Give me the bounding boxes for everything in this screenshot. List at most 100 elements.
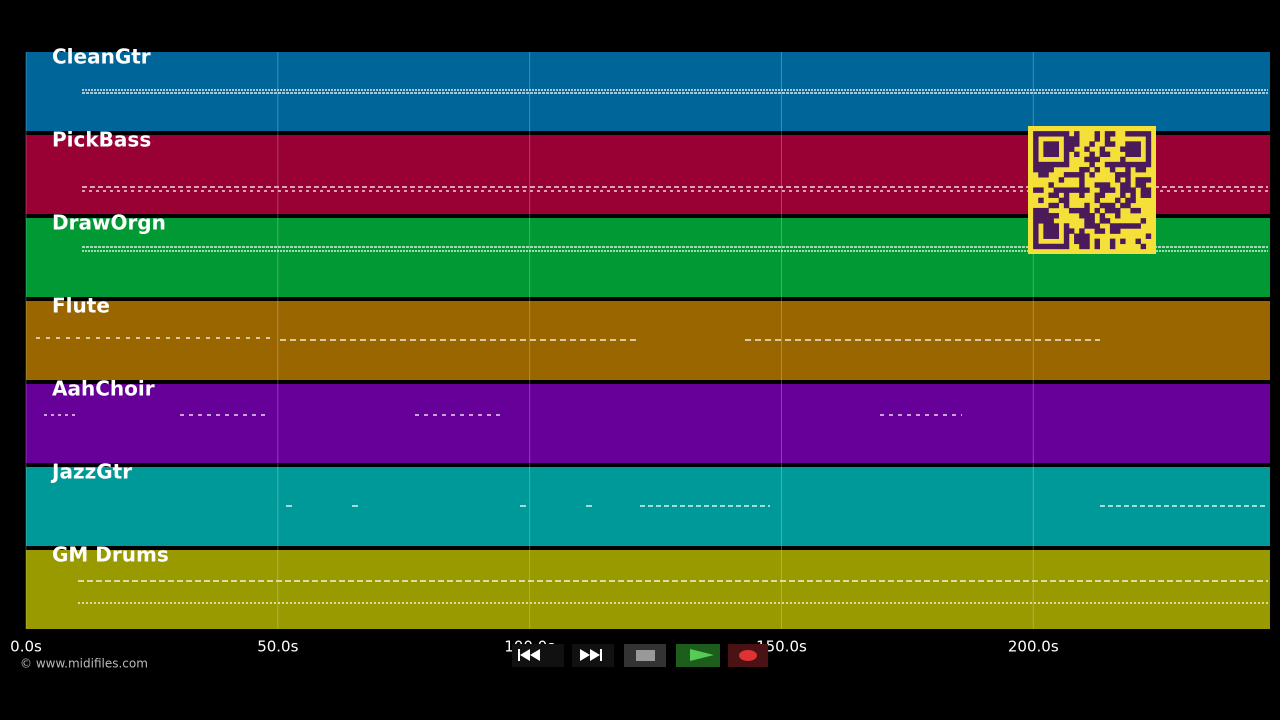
qr-module xyxy=(1033,207,1039,214)
qr-module xyxy=(1068,207,1075,214)
qr-module xyxy=(1125,166,1131,173)
qr-module xyxy=(1079,243,1085,250)
qr-module xyxy=(1109,131,1116,137)
track-name: GM Drums xyxy=(52,543,169,567)
qr-module xyxy=(1109,141,1116,147)
qr-module xyxy=(1053,131,1060,137)
qr-module xyxy=(1063,243,1070,250)
qr-module xyxy=(1038,213,1044,219)
qr-module xyxy=(1043,131,1049,137)
qr-module xyxy=(1043,223,1049,229)
qr-module xyxy=(1053,146,1060,152)
qr-module xyxy=(1053,192,1060,198)
qr-module xyxy=(1084,156,1090,163)
qr-module xyxy=(1043,213,1049,219)
time-tick-label: 0.0s xyxy=(10,638,42,656)
qr-module xyxy=(1063,141,1070,147)
qr-module xyxy=(1104,131,1111,137)
qr-module xyxy=(1063,187,1070,193)
qr-module xyxy=(1089,218,1095,224)
qr-module xyxy=(1094,192,1100,198)
qr-module xyxy=(1043,243,1049,250)
qr-module xyxy=(1074,207,1080,214)
qr-module xyxy=(1135,131,1141,137)
qr-module xyxy=(1048,228,1054,234)
qr-module xyxy=(1125,202,1131,209)
qr-module xyxy=(1063,146,1070,152)
qr-module xyxy=(1079,213,1085,219)
qr-module xyxy=(1074,187,1080,193)
qr-module xyxy=(1099,151,1106,158)
qr-module xyxy=(1048,141,1054,147)
qr-module xyxy=(1048,151,1054,158)
qr-module xyxy=(1033,136,1039,142)
qr-module xyxy=(1120,161,1126,168)
qr-module xyxy=(1135,223,1141,229)
qr-module xyxy=(1033,238,1039,245)
qr-module xyxy=(1038,207,1044,214)
qr-module xyxy=(1094,207,1100,214)
qr-module xyxy=(1038,161,1044,168)
qr-module xyxy=(1043,161,1049,168)
qr-module xyxy=(1058,161,1065,168)
qr-module xyxy=(1074,233,1080,239)
qr-code xyxy=(1028,126,1156,254)
qr-module xyxy=(1043,141,1049,147)
qr-module xyxy=(1063,172,1070,178)
qr-module xyxy=(1063,192,1070,198)
qr-module xyxy=(1068,172,1075,178)
qr-module xyxy=(1120,202,1126,209)
qr-module xyxy=(1048,146,1054,152)
qr-module xyxy=(1063,131,1070,137)
qr-module xyxy=(1130,207,1136,214)
qr-module xyxy=(1079,207,1085,214)
qr-module xyxy=(1084,223,1090,229)
qr-module xyxy=(1145,146,1152,152)
qr-module xyxy=(1094,182,1100,188)
qr-module xyxy=(1033,156,1039,163)
track-name: Flute xyxy=(52,294,110,318)
qr-module xyxy=(1130,187,1136,193)
qr-module xyxy=(1048,202,1054,209)
qr-module xyxy=(1125,223,1131,229)
qr-module xyxy=(1109,223,1116,229)
qr-module xyxy=(1109,207,1116,214)
qr-module xyxy=(1053,228,1060,234)
qr-module xyxy=(1074,172,1080,178)
qr-module xyxy=(1084,146,1090,152)
qr-module xyxy=(1120,238,1126,245)
qr-module xyxy=(1079,233,1085,239)
qr-module xyxy=(1063,233,1070,239)
qr-module xyxy=(1145,131,1152,137)
qr-module xyxy=(1104,218,1111,224)
qr-module xyxy=(1063,151,1070,158)
qr-module xyxy=(1089,223,1095,229)
qr-module xyxy=(1063,156,1070,163)
qr-module xyxy=(1125,172,1131,178)
qr-module xyxy=(1109,238,1116,245)
qr-module xyxy=(1099,213,1106,219)
qr-module xyxy=(1043,151,1049,158)
qr-module xyxy=(1063,197,1070,204)
qr-module xyxy=(1048,166,1054,173)
qr-module xyxy=(1043,228,1049,234)
qr-module xyxy=(1094,238,1100,245)
qr-module xyxy=(1038,172,1044,178)
qr-module xyxy=(1053,243,1060,250)
qr-module xyxy=(1079,228,1085,234)
qr-module xyxy=(1063,161,1070,168)
qr-module xyxy=(1063,202,1070,209)
qr-module xyxy=(1099,228,1106,234)
qr-module xyxy=(1120,223,1126,229)
track-lane xyxy=(26,384,1270,463)
qr-module xyxy=(1079,192,1085,198)
qr-module xyxy=(1074,131,1080,137)
copyright: © www.midifiles.com xyxy=(20,657,148,671)
qr-module xyxy=(1074,136,1080,142)
qr-module xyxy=(1094,228,1100,234)
qr-module xyxy=(1125,146,1131,152)
qr-module xyxy=(1130,141,1136,147)
qr-module xyxy=(1033,218,1039,224)
time-tick-label: 150.0s xyxy=(756,638,807,656)
